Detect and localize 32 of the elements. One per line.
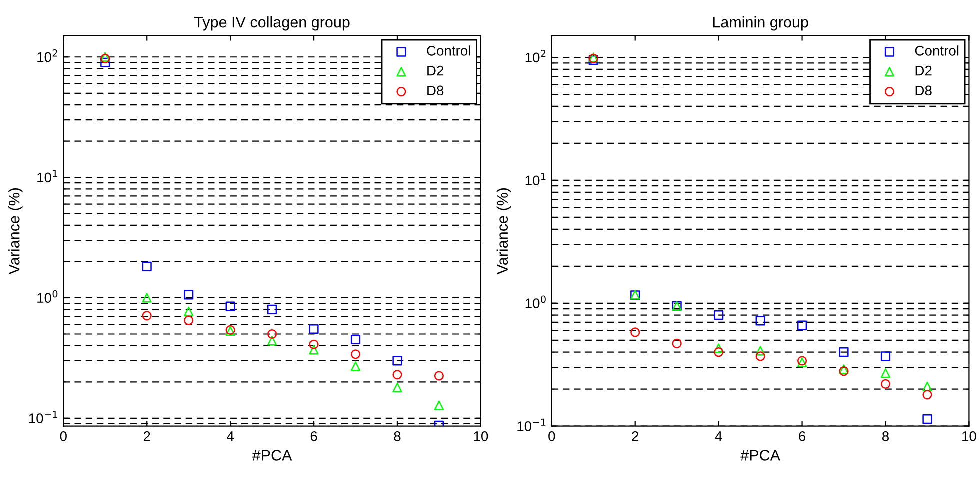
x-tick-label: 4 (715, 432, 722, 442)
y-tick-label: 10$^{−1}$ (29, 410, 58, 424)
legend-label: D2 (916, 66, 932, 76)
x-axis-title: #PCA (740, 450, 780, 461)
x-axis-title: #PCA (252, 450, 292, 461)
x-tick-label: 8 (882, 432, 890, 442)
y-axis-title: Variance (%) (8, 188, 23, 275)
x-tick-label: 4 (227, 432, 234, 442)
x-tick-label: 6 (310, 432, 318, 442)
y-tick-label: 10$^{0}$ (38, 290, 58, 304)
chart-title: Type IV collagen group (194, 16, 350, 31)
x-tick-label: 10 (474, 432, 488, 442)
y-tick-label: 10$^{1}$ (526, 173, 546, 186)
y-axis-title: Variance (%) (496, 188, 512, 275)
x-tick-label: 0 (548, 432, 556, 442)
chart-title: Laminin group (713, 16, 808, 31)
legend-label: Control (427, 46, 470, 56)
x-tick-label: 8 (394, 432, 401, 442)
y-tick-label: 10$^{−1}$ (518, 418, 546, 432)
y-tick-label: 10$^{2}$ (38, 50, 58, 62)
legend-label: D8 (428, 86, 444, 96)
legend-label: D8 (916, 86, 932, 96)
y-tick-label: 10$^{2}$ (526, 50, 546, 63)
x-tick-label: 6 (799, 432, 806, 442)
x-tick-label: 2 (144, 432, 150, 442)
legend-label: Control (915, 46, 959, 56)
y-tick-label: 10$^{0}$ (526, 296, 546, 308)
x-tick-label: 2 (632, 432, 639, 442)
x-tick-label: 10 (962, 432, 976, 442)
x-tick-label: 0 (60, 432, 67, 442)
legend-label: D2 (428, 66, 444, 76)
y-tick-label: 10$^{1}$ (38, 170, 58, 183)
